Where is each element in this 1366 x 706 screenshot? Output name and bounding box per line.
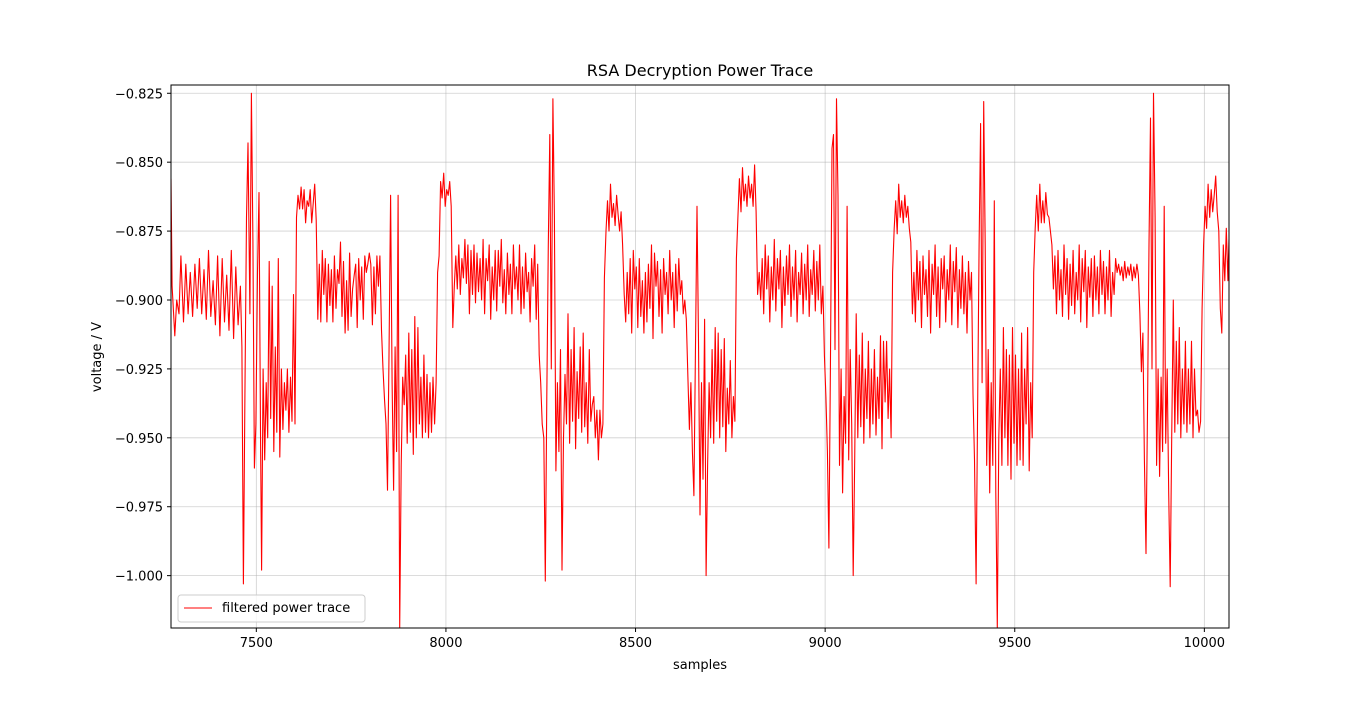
series-line-0 (171, 92, 1229, 628)
y-tick-label: −0.900 (115, 294, 163, 309)
x-tick-label: 8500 (619, 636, 652, 651)
y-tick-label: −0.875 (115, 225, 163, 240)
plot-area (171, 92, 1229, 628)
x-tick-label: 10000 (1184, 636, 1225, 651)
x-tick-label: 8000 (429, 636, 462, 651)
grid (171, 85, 1229, 628)
legend-box (177, 594, 366, 623)
y-tick-label: −0.825 (115, 87, 163, 102)
legend-label: filtered power trace (222, 601, 350, 616)
y-tick-label: −1.000 (115, 570, 163, 585)
y-axis: −0.825 −0.850 −0.875 −0.900 −0.925 −0.950 −0.9… (115, 87, 171, 585)
legend: filtered power trace (177, 594, 366, 623)
y-axis-label: voltage / V (90, 322, 105, 392)
x-tick-label: 9000 (809, 636, 842, 651)
y-tick-label: −0.850 (115, 156, 163, 171)
x-tick-label: 9500 (998, 636, 1031, 651)
axes-frame (170, 84, 1230, 629)
x-axis: 7500 8000 8500 9000 9500 10000 (240, 628, 1225, 651)
y-tick-label: −0.950 (115, 432, 163, 447)
x-tick-label: 7500 (240, 636, 273, 651)
y-tick-label: −0.925 (115, 363, 163, 378)
y-tick-label: −0.975 (115, 501, 163, 516)
x-axis-label: samples (673, 658, 727, 673)
chart-title: RSA Decryption Power Trace (587, 61, 813, 80)
